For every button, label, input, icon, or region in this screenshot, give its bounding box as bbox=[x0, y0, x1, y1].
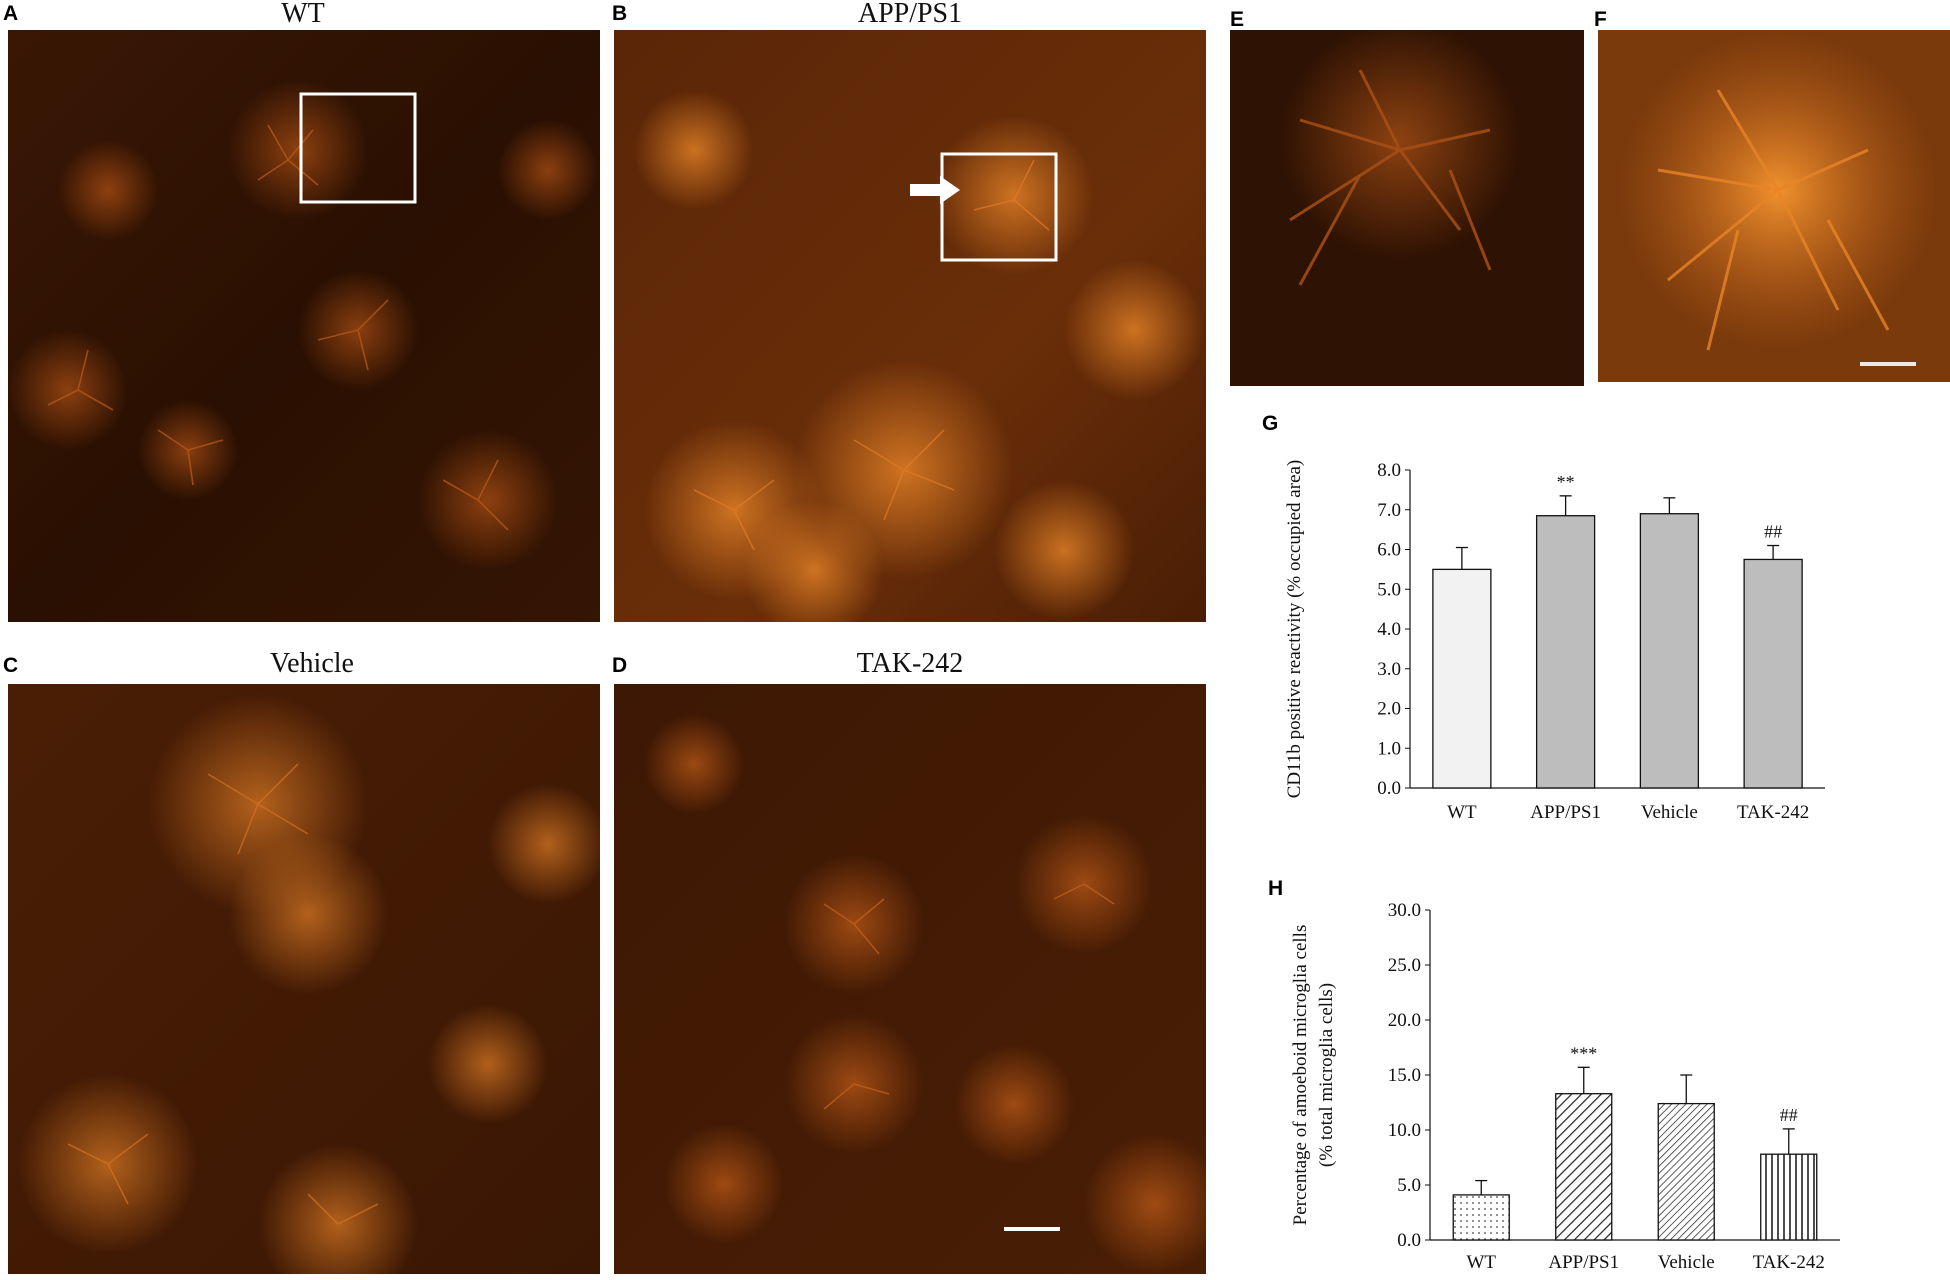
x-category-label: Vehicle bbox=[1658, 1252, 1715, 1273]
x-category-label: APP/PS1 bbox=[1548, 1252, 1619, 1273]
panel-letter-e: E bbox=[1230, 8, 1245, 31]
panel-title-tak-242: TAK-242 bbox=[856, 648, 964, 679]
panel-letter-c: C bbox=[3, 654, 19, 677]
significance-marker: ## bbox=[1780, 1105, 1798, 1125]
panel-title-wt: WT bbox=[281, 0, 325, 29]
panel-letter-f: F bbox=[1594, 8, 1607, 31]
y-tick-label: 4.0 bbox=[1377, 619, 1401, 640]
y-tick-label: 2.0 bbox=[1377, 699, 1401, 720]
chart-cd11b-reactivity: 0.0 1.0 2.0 3.0 4.0 5.0 6.0 7.0 8.0 CD11b positiv… bbox=[1280, 440, 1840, 835]
y-tick-label: 0.0 bbox=[1397, 1230, 1421, 1251]
y-tick-label: 15.0 bbox=[1388, 1065, 1421, 1086]
y-tick-label: 5.0 bbox=[1377, 579, 1401, 600]
bar bbox=[1432, 568, 1492, 789]
panel-letter-a: A bbox=[3, 2, 19, 25]
y-tick-label: 8.0 bbox=[1377, 460, 1401, 481]
micrograph-app-ps1 bbox=[614, 30, 1206, 622]
y-axis-label: (% total microglia cells) bbox=[1316, 983, 1337, 1167]
y-axis-label: CD11b positive reactivity (% occupied ar… bbox=[1284, 460, 1305, 799]
y-tick-label: 7.0 bbox=[1377, 500, 1401, 521]
y-tick-label: 30.0 bbox=[1388, 900, 1421, 921]
y-tick-label: 10.0 bbox=[1388, 1120, 1421, 1141]
y-tick-label: 20.0 bbox=[1388, 1010, 1421, 1031]
micrograph-app-ps1-enlarged bbox=[1598, 30, 1950, 382]
significance-marker: ## bbox=[1764, 522, 1782, 542]
bar bbox=[1555, 1093, 1613, 1241]
bar bbox=[1452, 1194, 1510, 1241]
bar bbox=[1535, 515, 1596, 789]
y-tick-label: 6.0 bbox=[1377, 540, 1401, 561]
y-tick-label: 3.0 bbox=[1377, 659, 1401, 680]
y-tick-label: 5.0 bbox=[1397, 1175, 1421, 1196]
x-category-label: APP/PS1 bbox=[1530, 802, 1601, 823]
x-category-label: WT bbox=[1447, 802, 1477, 823]
micrograph-wt bbox=[8, 30, 600, 622]
micrograph-wt-enlarged bbox=[1230, 30, 1584, 386]
micrograph-vehicle bbox=[8, 684, 600, 1274]
x-category-label: WT bbox=[1466, 1252, 1496, 1273]
panel-letter-h: H bbox=[1268, 877, 1284, 900]
y-axis-label: Percentage of amoeboid microglia cells bbox=[1290, 925, 1311, 1226]
bar bbox=[1639, 513, 1700, 789]
y-tick-label: 1.0 bbox=[1377, 738, 1401, 759]
bar bbox=[1743, 558, 1803, 789]
x-category-label: TAK-242 bbox=[1753, 1252, 1825, 1273]
significance-marker: ** bbox=[1557, 472, 1575, 492]
panel-letter-b: B bbox=[612, 2, 628, 25]
micrograph-tak-242 bbox=[614, 684, 1206, 1274]
bar bbox=[1657, 1102, 1715, 1241]
y-tick-label: 0.0 bbox=[1377, 778, 1401, 799]
panel-letter-d: D bbox=[612, 654, 628, 677]
x-category-label: Vehicle bbox=[1641, 802, 1698, 823]
panel-letter-g: G bbox=[1262, 412, 1279, 435]
significance-marker: *** bbox=[1570, 1043, 1597, 1063]
panel-title-app-ps1: APP/PS1 bbox=[857, 0, 963, 29]
x-category-label: TAK-242 bbox=[1737, 802, 1809, 823]
y-tick-label: 25.0 bbox=[1388, 955, 1421, 976]
panel-title-vehicle: Vehicle bbox=[270, 648, 354, 679]
chart-amoeboid-microglia: 0.0 5.0 10.0 15.0 20.0 25.0 30.0 Percentage of … bbox=[1290, 870, 1870, 1275]
bar bbox=[1760, 1153, 1818, 1241]
